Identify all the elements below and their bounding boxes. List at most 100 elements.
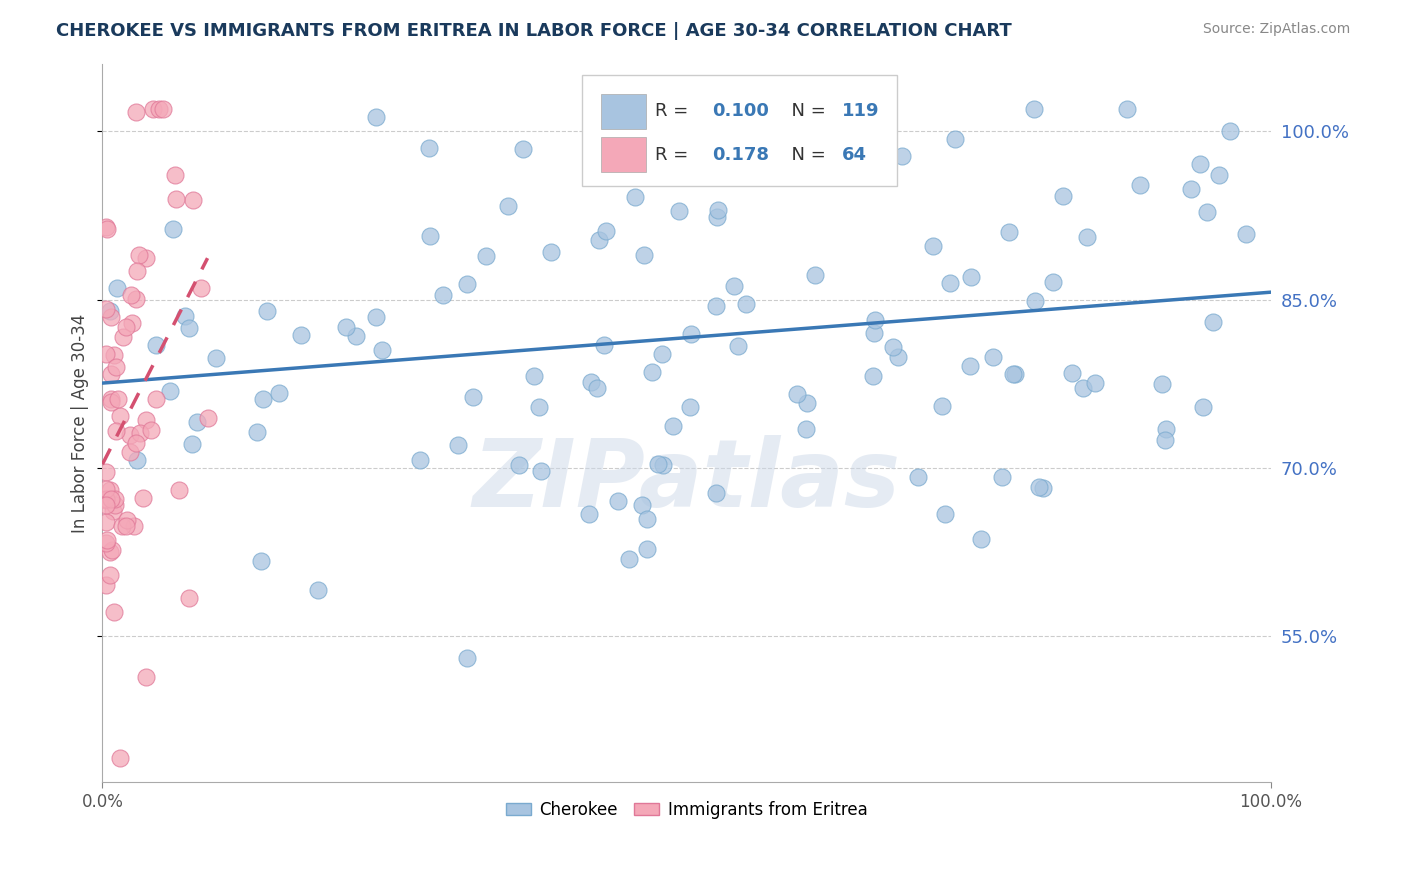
Point <box>409 453 432 467</box>
Point <box>103 605 125 619</box>
Point <box>204 351 226 365</box>
Point <box>887 350 910 364</box>
Point <box>579 150 602 164</box>
Point <box>181 437 204 451</box>
Point <box>578 507 600 521</box>
Point <box>100 310 122 325</box>
Point <box>707 203 730 218</box>
Point <box>1115 102 1137 116</box>
Point <box>94 220 117 235</box>
Y-axis label: In Labor Force | Age 30-34: In Labor Force | Age 30-34 <box>72 314 89 533</box>
Point <box>98 483 121 497</box>
Point <box>786 386 808 401</box>
Point <box>121 288 143 302</box>
Point <box>125 293 148 307</box>
Point <box>115 518 138 533</box>
Point <box>94 491 117 506</box>
Point <box>419 228 441 243</box>
Point <box>496 199 519 213</box>
Point <box>94 346 117 360</box>
Point <box>142 102 165 116</box>
Point <box>512 142 534 156</box>
Point <box>668 204 690 219</box>
Point <box>704 486 727 500</box>
Point <box>96 533 118 547</box>
Text: N =: N = <box>780 145 832 163</box>
Point <box>269 386 291 401</box>
Point <box>107 392 129 407</box>
Point <box>586 381 609 395</box>
Point <box>938 277 960 291</box>
Point <box>256 304 278 318</box>
Point <box>127 264 149 278</box>
Point <box>527 400 550 414</box>
Point <box>96 222 118 236</box>
Point <box>970 533 993 547</box>
Point <box>1071 381 1094 395</box>
Point <box>165 192 187 206</box>
Point <box>727 339 749 353</box>
Point <box>125 105 148 120</box>
Point <box>145 338 167 352</box>
Point <box>1002 368 1025 382</box>
Point <box>1084 376 1107 391</box>
Point <box>998 225 1021 239</box>
Point <box>94 498 117 512</box>
Point <box>1197 205 1219 219</box>
Point <box>98 304 121 318</box>
Text: 119: 119 <box>842 103 880 120</box>
FancyBboxPatch shape <box>582 75 897 186</box>
Point <box>135 252 157 266</box>
Point <box>100 395 122 409</box>
Point <box>418 141 440 155</box>
Point <box>249 553 271 567</box>
Text: CHEROKEE VS IMMIGRANTS FROM ERITREA IN LABOR FORCE | AGE 30-34 CORRELATION CHART: CHEROKEE VS IMMIGRANTS FROM ERITREA IN L… <box>56 22 1012 40</box>
Point <box>456 277 478 291</box>
Point <box>1129 178 1152 192</box>
Point <box>141 423 163 437</box>
Point <box>981 351 1004 365</box>
Point <box>595 224 617 238</box>
Point <box>1024 294 1046 309</box>
Point <box>186 415 208 429</box>
Point <box>796 396 818 410</box>
Point <box>794 422 817 436</box>
Point <box>1060 367 1083 381</box>
Point <box>167 483 190 498</box>
Point <box>145 392 167 406</box>
Point <box>135 413 157 427</box>
Point <box>763 102 786 116</box>
Point <box>652 458 675 472</box>
Point <box>922 238 945 252</box>
Point <box>678 401 700 415</box>
Point <box>862 368 884 383</box>
Point <box>135 669 157 683</box>
Point <box>704 299 727 313</box>
Point <box>101 504 124 518</box>
Point <box>934 507 956 521</box>
Point <box>959 359 981 373</box>
Point <box>1154 433 1177 447</box>
FancyBboxPatch shape <box>602 137 645 172</box>
Text: 0.178: 0.178 <box>713 145 769 163</box>
Point <box>523 369 546 384</box>
Text: R =: R = <box>655 103 695 120</box>
Point <box>804 268 827 283</box>
Point <box>931 399 953 413</box>
Point <box>159 384 181 398</box>
Point <box>679 326 702 341</box>
Point <box>128 426 150 441</box>
Point <box>115 513 138 527</box>
Point <box>110 519 132 533</box>
Text: N =: N = <box>780 103 832 120</box>
Text: 0.100: 0.100 <box>713 103 769 120</box>
Point <box>593 338 616 352</box>
Text: 64: 64 <box>842 145 868 163</box>
Point <box>530 464 553 478</box>
Point <box>1028 480 1050 494</box>
Point <box>98 568 121 582</box>
Point <box>121 316 143 330</box>
FancyBboxPatch shape <box>602 95 645 128</box>
Point <box>94 536 117 550</box>
Point <box>165 168 187 182</box>
